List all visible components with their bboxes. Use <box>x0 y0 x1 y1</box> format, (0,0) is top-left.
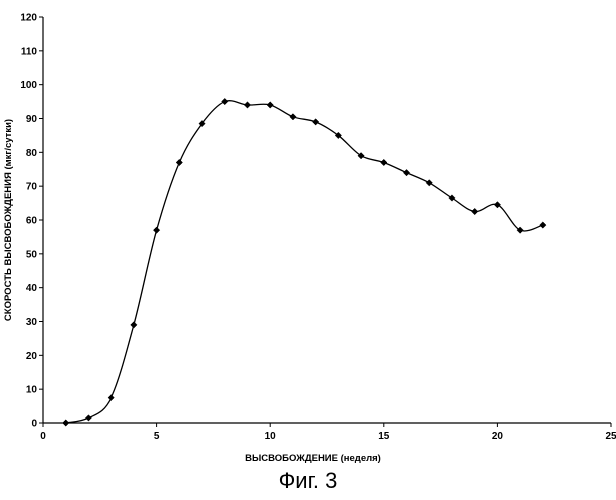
figure-caption: Фиг. 3 <box>0 468 616 494</box>
data-point <box>244 102 250 108</box>
data-point <box>312 119 318 125</box>
y-tick-label: 60 <box>26 216 38 227</box>
data-point <box>471 208 477 214</box>
x-tick-label: 10 <box>265 431 277 442</box>
y-tick-label: 110 <box>21 46 38 57</box>
data-point <box>290 114 296 120</box>
data-point <box>153 227 159 233</box>
x-axis-title: ВЫСВОБОЖДЕНИЕ (неделя) <box>245 453 381 464</box>
y-tick-label: 90 <box>26 114 38 125</box>
y-tick-label: 120 <box>20 13 37 24</box>
data-point <box>426 180 432 186</box>
x-tick-label: 5 <box>154 431 160 442</box>
x-tick-label: 25 <box>605 431 616 442</box>
data-point <box>176 159 182 165</box>
data-point <box>267 102 273 108</box>
chart-svg: 0 10 20 30 40 50 60 70 80 90 100 110 120 0 5 10 15 20 25 ВЫ… <box>0 0 616 468</box>
data-point <box>85 415 91 421</box>
data-point <box>381 159 387 165</box>
y-tick-label: 70 <box>26 182 38 193</box>
y-tick-label: 20 <box>26 351 38 362</box>
y-tick-label: 80 <box>26 148 38 159</box>
series-line <box>66 101 543 423</box>
y-tick-label: 40 <box>26 283 38 294</box>
data-point <box>403 169 409 175</box>
data-point <box>131 322 137 328</box>
x-tick-label: 0 <box>40 431 46 442</box>
data-point <box>108 394 114 400</box>
data-point <box>540 222 546 228</box>
y-tick-label: 10 <box>26 385 38 396</box>
y-tick-label: 100 <box>20 80 37 91</box>
data-point <box>222 98 228 104</box>
y-tick-label: 0 <box>31 419 37 430</box>
x-tick-label: 15 <box>378 431 390 442</box>
x-tick-label: 20 <box>492 431 504 442</box>
data-point <box>63 420 69 426</box>
y-tick-label: 30 <box>26 317 38 328</box>
y-tick-label: 50 <box>26 249 38 260</box>
y-axis-title: СКОРОСТЬ ВЫСВОБОЖДЕНИЯ (мкг/сутки) <box>3 119 14 321</box>
